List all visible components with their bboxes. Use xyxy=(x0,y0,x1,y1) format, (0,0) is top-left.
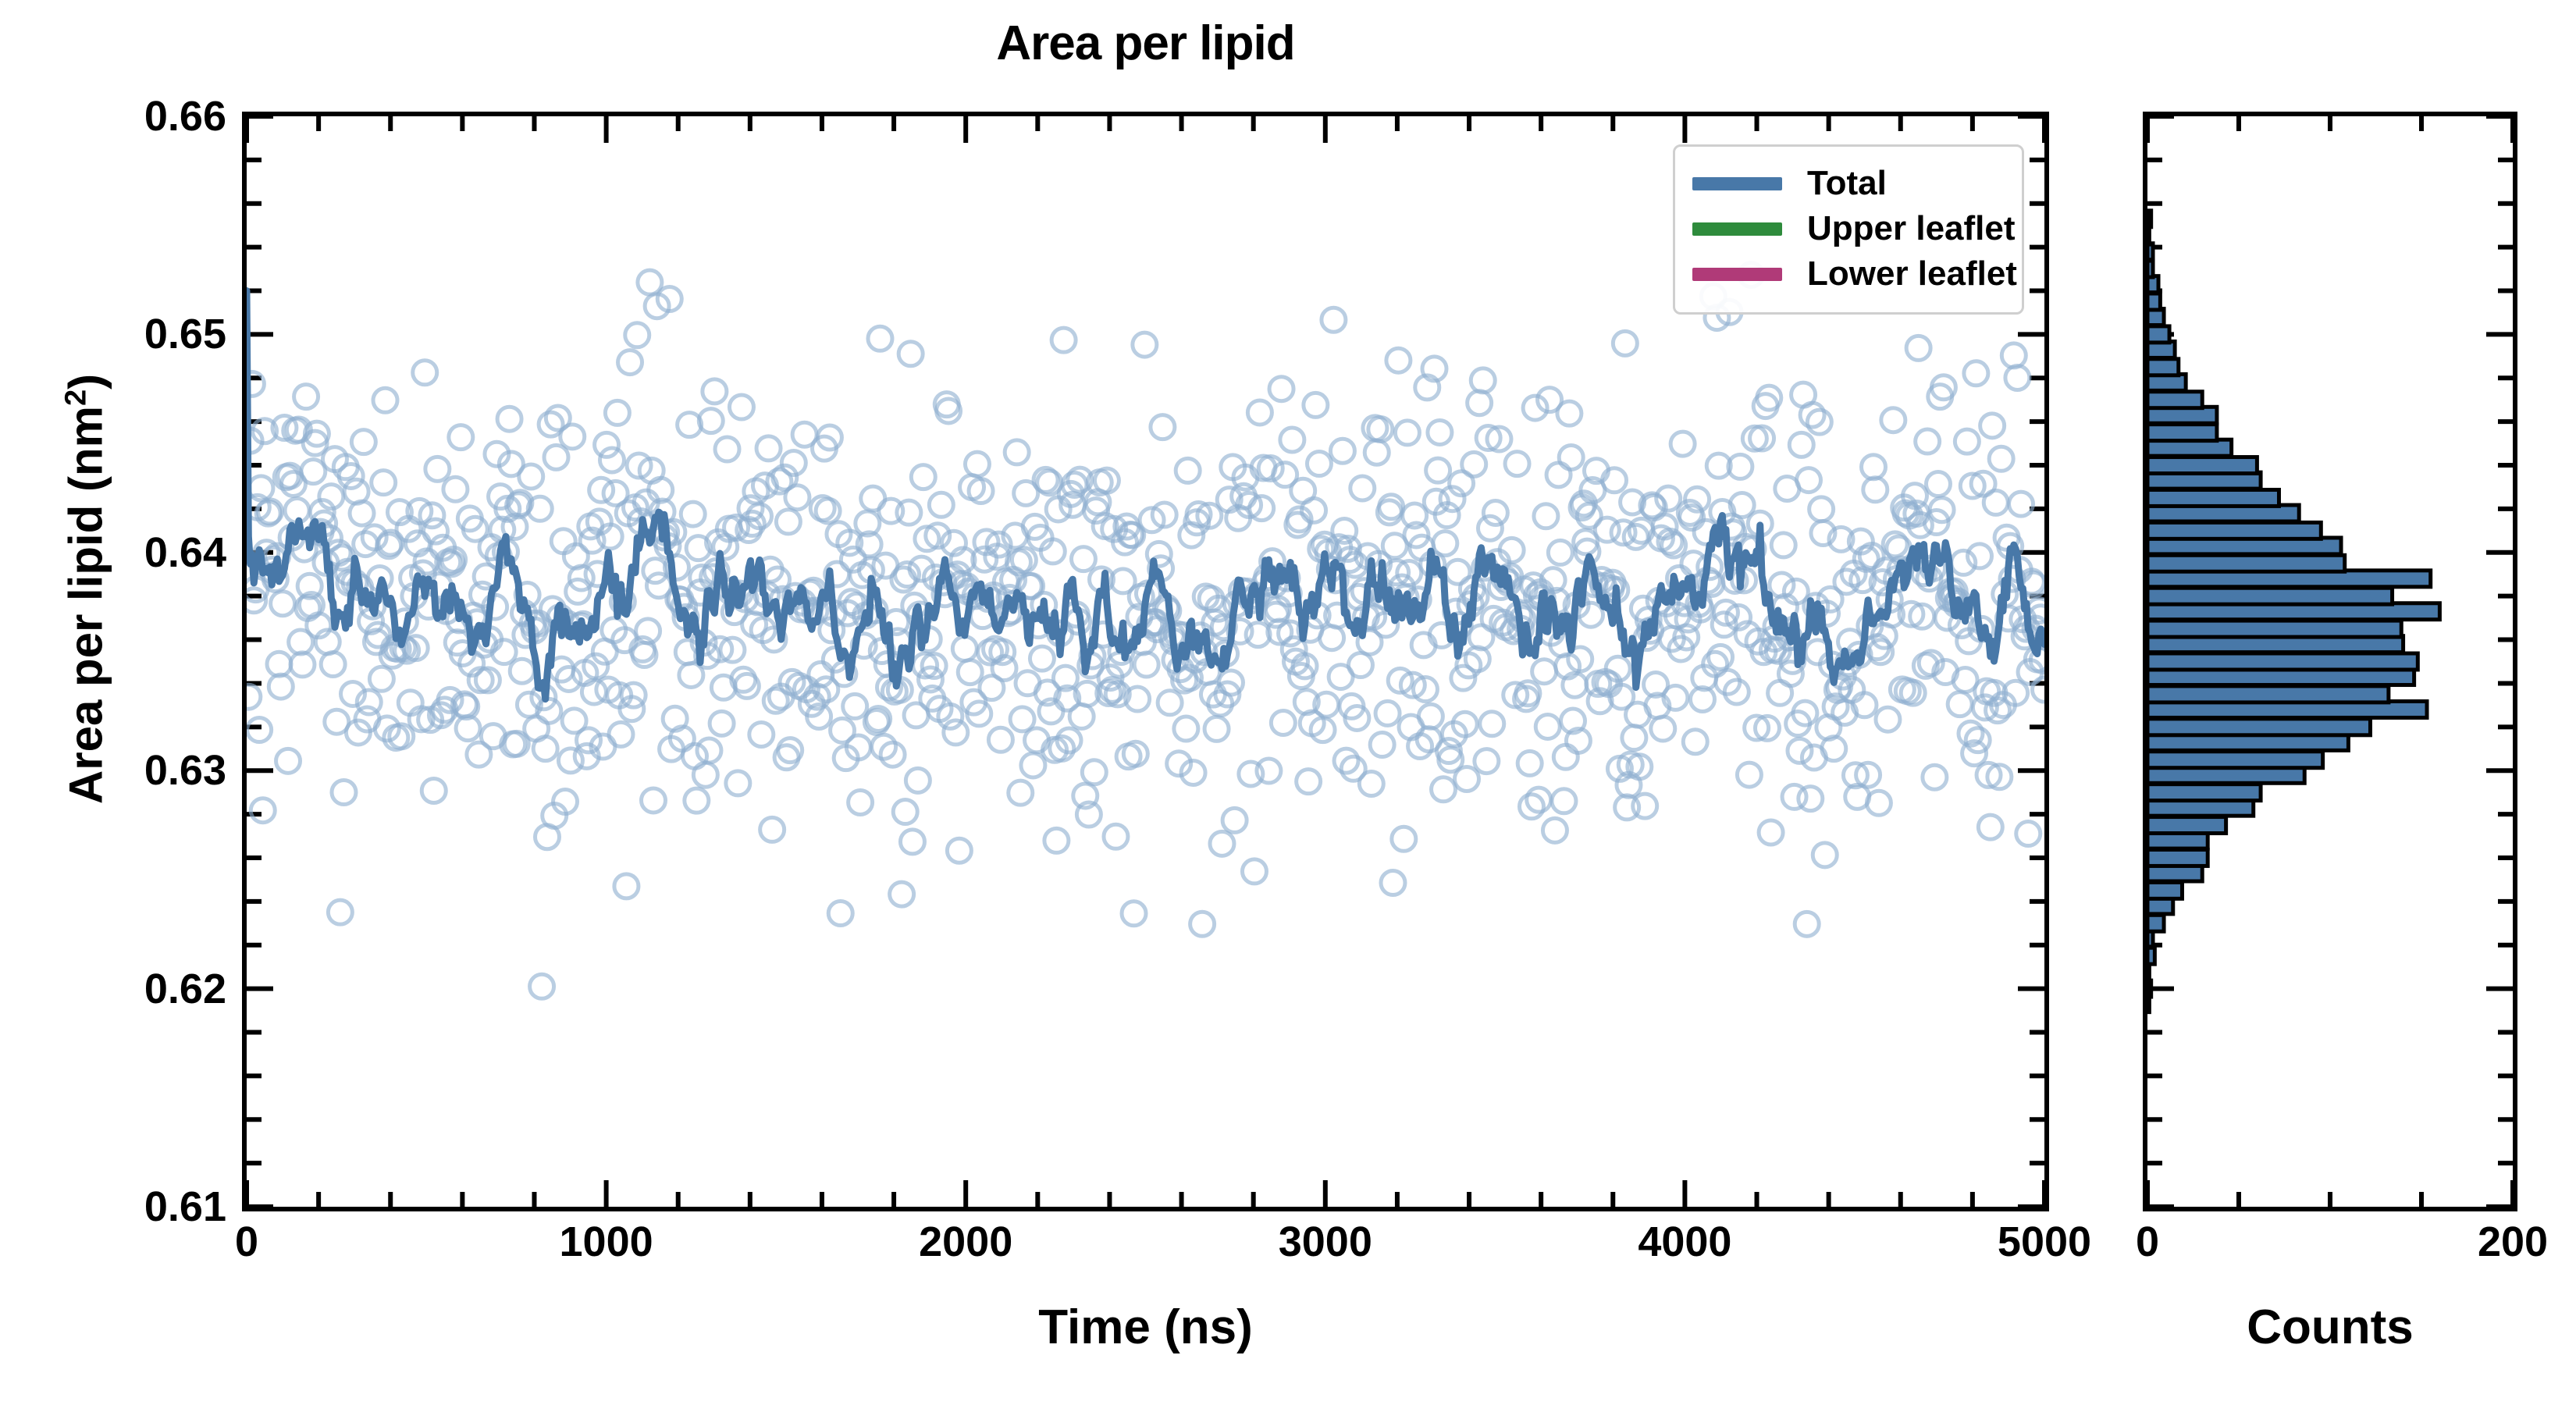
histogram-x-axis-title: Counts xyxy=(2247,1300,2414,1354)
histogram-bar xyxy=(2147,291,2162,312)
histogram-bar xyxy=(2147,684,2391,705)
histogram-bar xyxy=(2147,422,2219,443)
histogram-bar xyxy=(2147,880,2184,901)
y-tick-label: 0.65 xyxy=(144,311,226,358)
histogram-bar xyxy=(2147,717,2372,738)
histogram-x-tick-label: 200 xyxy=(2477,1218,2549,1265)
x-tick-label: 4000 xyxy=(1638,1218,1732,1265)
histogram-bar xyxy=(2147,520,2323,541)
x-axis-title: Time (ns) xyxy=(1038,1300,1253,1354)
histogram-bar xyxy=(2147,324,2172,345)
legend-box[interactable]: Total Upper leaflet Lower leaflet xyxy=(1673,144,2024,315)
y-axis-title-main: Area per lipid (nm xyxy=(59,406,112,805)
histogram-bar xyxy=(2147,226,2151,247)
x-tick-label: 0 xyxy=(234,1218,259,1265)
scatter-and-line-plot xyxy=(247,116,2044,1207)
x-tick-label: 2000 xyxy=(919,1218,1013,1265)
legend-label-lower-leaflet: Lower leaflet xyxy=(1807,254,2017,293)
histogram-bar xyxy=(2147,815,2229,836)
histogram-bar xyxy=(2147,945,2157,966)
legend-swatch-total xyxy=(1692,176,1782,190)
histogram-bars xyxy=(2147,116,2513,1207)
legend-label-upper-leaflet: Upper leaflet xyxy=(1807,209,2016,247)
histogram-bar xyxy=(2147,455,2259,476)
histogram-bar xyxy=(2147,357,2181,378)
y-axis-title-exponent: 2 xyxy=(59,389,93,407)
histogram-bar xyxy=(2147,618,2403,639)
histogram-bar xyxy=(2147,389,2204,411)
x-tick-label: 1000 xyxy=(559,1218,653,1265)
histogram-x-tick-label: 0 xyxy=(2135,1218,2160,1265)
legend-label-total: Total xyxy=(1807,164,1887,202)
histogram-bar xyxy=(2147,912,2166,934)
legend-swatch-upper-leaflet xyxy=(1692,222,1782,236)
x-tick-label: 3000 xyxy=(1278,1218,1372,1265)
histogram-plot-area[interactable] xyxy=(2143,112,2517,1211)
histogram-bar xyxy=(2147,585,2395,606)
legend-item-lower-leaflet[interactable]: Lower leaflet xyxy=(1692,251,2017,297)
histogram-bar xyxy=(2147,651,2420,672)
histogram-bar xyxy=(2147,749,2325,770)
histogram-bar xyxy=(2147,258,2155,279)
histogram-bar xyxy=(2147,487,2281,508)
histogram-bar-group xyxy=(2147,208,2442,1015)
y-axis-title: Area per lipid (nm2) xyxy=(59,160,113,1019)
histogram-bar xyxy=(2147,553,2347,574)
y-tick-label: 0.62 xyxy=(144,965,226,1012)
histogram-bar xyxy=(2147,782,2263,803)
y-tick-label: 0.63 xyxy=(144,747,226,795)
y-tick-label: 0.64 xyxy=(144,528,226,576)
legend-item-total[interactable]: Total xyxy=(1692,161,2005,206)
histogram-bar xyxy=(2147,208,2154,229)
figure-title: Area per lipid xyxy=(996,16,1295,70)
y-tick-label: 0.61 xyxy=(144,1183,226,1230)
y-axis-title-tail: ) xyxy=(59,373,112,389)
histogram-bar xyxy=(2147,978,2154,999)
y-tick-label: 0.66 xyxy=(144,93,226,140)
x-tick-label: 5000 xyxy=(1997,1218,2092,1265)
histogram-bar xyxy=(2147,847,2210,868)
legend-item-upper-leaflet[interactable]: Upper leaflet xyxy=(1692,206,2016,251)
running-average-line-total xyxy=(247,287,2044,703)
legend-swatch-lower-leaflet xyxy=(1692,267,1782,281)
